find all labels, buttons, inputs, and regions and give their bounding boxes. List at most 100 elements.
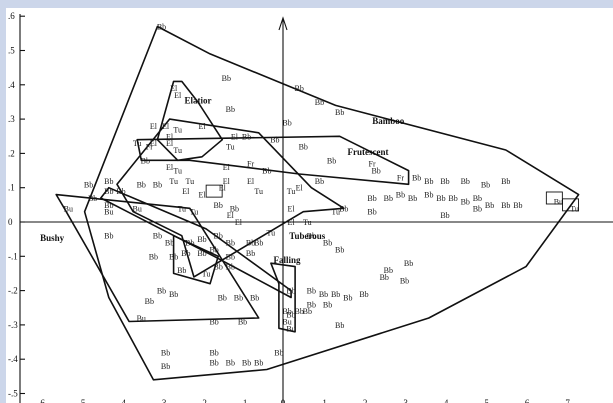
point-bu: Bu: [133, 204, 142, 213]
x-tick-label: .6: [523, 398, 530, 403]
point-bb: Bb: [404, 259, 413, 268]
point-bb: Bb: [262, 167, 271, 176]
point-bb: Bb: [145, 297, 154, 306]
point-el: El: [174, 91, 182, 100]
point-bb: Bb: [104, 232, 113, 241]
point-bb: Bb: [335, 321, 344, 330]
point-bb: Bb: [88, 194, 97, 203]
point-bb: Bb: [153, 232, 162, 241]
point-bb: Bb: [307, 232, 316, 241]
point-tu: Tu: [173, 146, 182, 155]
point-bb: Bb: [246, 249, 255, 258]
group-label-bushy: Bushy: [40, 233, 65, 243]
point-box: [205, 184, 223, 198]
point-bb: Bb: [408, 194, 417, 203]
point-bb: Bb: [481, 180, 490, 189]
point-tu: Tu: [267, 228, 276, 237]
x-tick-label: -.1: [238, 398, 248, 403]
point-bb: Bb: [185, 239, 194, 248]
point-bb: Bb: [84, 180, 93, 189]
point-bu: Bu: [554, 197, 563, 206]
point-bb: Bb: [116, 187, 125, 196]
plot-paper: [6, 8, 613, 403]
point-bu: Bu: [137, 314, 146, 323]
x-tick-label: -.2: [197, 398, 207, 403]
point-tu: Tu: [169, 177, 178, 186]
y-tick-label: .6: [8, 11, 15, 21]
point-bb: Bb: [307, 287, 316, 296]
point-el: El: [223, 177, 231, 186]
point-el: El: [288, 204, 296, 213]
x-tick-label: .3: [401, 398, 408, 403]
group-label-layer: Elatior Bamboo Frutescent Bushy Tuberous Fall…: [40, 96, 405, 265]
group-label-frutescent: Frutescent: [348, 147, 389, 157]
x-tick-label: -.4: [116, 398, 126, 403]
point-bb: Bb: [335, 108, 344, 117]
point-el: El: [166, 139, 174, 148]
point-el: El: [166, 132, 174, 141]
point-bb: Bb: [367, 208, 376, 217]
x-tick-label: .2: [361, 398, 368, 403]
point-bb: Bb: [473, 204, 482, 213]
point-bb: Bb: [384, 266, 393, 275]
point-bb: Bb: [222, 74, 231, 83]
hull-layer: [55, 25, 580, 381]
point-bb: Bb: [242, 359, 251, 368]
point-bb: Bb: [209, 245, 218, 254]
point-bb: Bb: [473, 194, 482, 203]
point-bb: Bb: [412, 173, 421, 182]
point-bb: Bb: [149, 252, 158, 261]
point-bb: Bb: [161, 362, 170, 371]
y-tick-label: .2: [8, 148, 15, 158]
point-bb: Bb: [440, 211, 449, 220]
point-bb: Bb: [104, 201, 113, 210]
point-bb: Bb: [513, 201, 522, 210]
point-bb: Bb: [209, 317, 218, 326]
point-bb: Bb: [226, 105, 235, 114]
point-box: [562, 198, 579, 212]
point-box: [545, 191, 563, 205]
point-bb: Bb: [153, 180, 162, 189]
y-tick-label: 0: [8, 217, 13, 227]
point-bb: Bb: [367, 194, 376, 203]
point-bb: Bb: [238, 317, 247, 326]
point-bb: Bb: [214, 201, 223, 210]
x-tick-label: .5: [482, 398, 489, 403]
point-bb: Bb: [436, 194, 445, 203]
point-fr: Fr: [397, 173, 404, 182]
point-el: El: [182, 187, 190, 196]
point-el: El: [198, 122, 206, 131]
point-bb: Bb: [214, 232, 223, 241]
y-tick-label: -.3: [8, 320, 18, 330]
point-bb: Bb: [214, 263, 223, 272]
point-bb: Bb: [282, 307, 291, 316]
y-tick-label: .5: [8, 46, 15, 56]
point-bb: Bb: [165, 239, 174, 248]
y-tick-label: .3: [8, 114, 15, 124]
point-bb: Bb: [282, 119, 291, 128]
point-bb: Bb: [226, 239, 235, 248]
point-bb: Bb: [197, 249, 206, 258]
point-bb: Bb: [141, 156, 150, 165]
point-el: El: [219, 184, 227, 193]
y-tick-label: -.4: [8, 354, 18, 364]
point-tu: Tu: [331, 208, 340, 217]
hull-tuberous: [116, 118, 345, 278]
point-bb: Bb: [461, 197, 470, 206]
point-bb: Bb: [339, 204, 348, 213]
point-bb: Bb: [226, 263, 235, 272]
point-tu: Tu: [202, 269, 211, 278]
point-el: El: [288, 218, 296, 227]
point-bb: Bb: [250, 293, 259, 302]
point-bb: Bb: [169, 252, 178, 261]
point-tu: Tu: [173, 125, 182, 134]
point-bb: Bb: [104, 177, 113, 186]
point-el: El: [166, 163, 174, 172]
x-tick-label: .4: [442, 398, 449, 403]
point-tu: Tu: [186, 177, 195, 186]
point-bb: Bb: [343, 293, 352, 302]
point-el: El: [150, 139, 158, 148]
point-tu: Tu: [190, 208, 199, 217]
group-label-bamboo: Bamboo: [372, 116, 405, 126]
